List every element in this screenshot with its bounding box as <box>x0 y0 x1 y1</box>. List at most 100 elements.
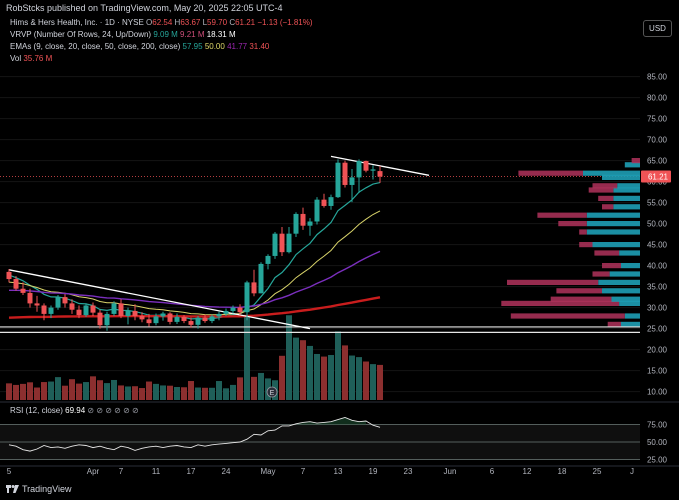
ema-legend[interactable]: EMAs (9, close, 20, close, 50, close, 20… <box>10 42 269 51</box>
rsi-label: RSI (12, close) <box>10 406 63 415</box>
time-tick-label: J <box>630 467 634 476</box>
price-tick-label: 20.00 <box>647 346 668 355</box>
candle-body <box>6 271 12 280</box>
rsi-value: 69.94 <box>65 406 86 415</box>
candle-body <box>174 316 180 322</box>
rsi-legend[interactable]: RSI (12, close) 69.94 ⊘ ⊘ ⊘ ⊘ ⊘ ⊘ <box>10 406 139 415</box>
price-tick-label: 50.00 <box>647 220 668 229</box>
volume-bar <box>279 355 285 400</box>
volume-bar <box>349 355 355 400</box>
volume-bar <box>258 372 264 400</box>
time-tick-label: 13 <box>334 467 343 476</box>
candle-body <box>328 197 334 206</box>
profile-up-bar <box>613 195 640 201</box>
currency-button[interactable]: USD <box>643 20 672 37</box>
publish-bar: RobStcks published on TradingView.com, M… <box>0 0 679 16</box>
volume-legend[interactable]: Vol 35.76 M <box>10 54 52 63</box>
time-tick-label: 6 <box>490 467 495 476</box>
candle-body <box>69 303 75 310</box>
candle-body <box>181 316 187 322</box>
time-tick-label: 17 <box>187 467 196 476</box>
volume-bar <box>76 383 82 400</box>
ema9-line <box>8 182 381 320</box>
volume-bar <box>209 387 215 400</box>
vrvp-label: VRVP (Number Of Rows, 24, Up/Down) <box>10 30 152 39</box>
profile-down-bar <box>537 212 587 218</box>
ema50-value: 41.77 <box>227 42 248 51</box>
volume-bar <box>314 353 320 400</box>
profile-up-bar <box>613 204 640 210</box>
volume-bar <box>13 384 19 400</box>
time-tick-label: 12 <box>523 467 532 476</box>
volume-bar <box>34 387 40 400</box>
profile-down-bar <box>510 313 625 319</box>
candle-body <box>83 305 89 316</box>
candle-body <box>90 305 96 313</box>
price-axis: 10.00 15.00 20.00 25.00 30.00 35.00 40.00 45.00… <box>641 73 671 397</box>
candle-body <box>62 297 68 304</box>
candle-body <box>202 317 208 322</box>
candle-body <box>349 177 355 185</box>
time-tick-label: Jun <box>444 467 457 476</box>
profile-down-bar <box>592 271 610 277</box>
footer: TradingView <box>0 479 679 500</box>
candle-body <box>370 169 376 171</box>
profile-down-bar <box>631 158 640 164</box>
candle-body <box>97 312 103 326</box>
candle-body <box>363 161 369 171</box>
volume-bar <box>244 316 250 400</box>
price-tick-label: 10.00 <box>647 388 668 397</box>
open-value: 62.54 <box>152 18 173 27</box>
volume-bar <box>202 387 208 400</box>
volume-bar <box>195 387 201 400</box>
time-tick-label: 19 <box>369 467 378 476</box>
volume-bar <box>90 376 96 400</box>
candle-body <box>104 313 110 326</box>
profile-up-bar <box>602 174 640 180</box>
time-tick-label: 23 <box>404 467 413 476</box>
vrvp-legend[interactable]: VRVP (Number Of Rows, 24, Up/Down) 9.09 … <box>10 30 236 39</box>
profile-down-bar <box>602 204 614 210</box>
candle-body <box>118 303 124 316</box>
volume-bar <box>223 388 229 400</box>
change-value: −1.13 (−1.81%) <box>257 18 313 27</box>
time-tick-label: May <box>260 467 275 476</box>
price-tick-label: 25.00 <box>647 325 668 334</box>
candle-body <box>13 279 19 289</box>
profile-up-bar <box>611 296 640 302</box>
candle-body <box>286 233 292 253</box>
earnings-marker: E <box>266 386 278 398</box>
rsi-tick-label: 50.00 <box>647 438 668 447</box>
volume-bar <box>83 382 89 400</box>
candle-body <box>307 221 313 226</box>
candle-body <box>153 316 159 324</box>
time-tick-label: 7 <box>119 467 124 476</box>
price-tick-label: 55.00 <box>647 199 668 208</box>
vrvp-down-value: 9.21 M <box>180 30 205 39</box>
vrvp-up-value: 9.09 M <box>153 30 178 39</box>
candle-body <box>258 263 264 294</box>
candle-body <box>20 288 26 293</box>
candle-body <box>209 316 215 322</box>
ema200-line <box>8 296 381 319</box>
volume-bar <box>125 386 131 400</box>
candle-body <box>244 282 250 313</box>
candle-body <box>48 307 54 314</box>
profile-down-bar <box>579 229 587 235</box>
candle-body <box>167 313 173 322</box>
last-price-tag <box>641 170 671 183</box>
high-label: H <box>174 18 181 27</box>
candle-body <box>321 199 327 206</box>
volume-bar <box>153 383 159 400</box>
candle-body <box>34 303 40 306</box>
price-chart[interactable]: 10.00 15.00 20.00 25.00 30.00 35.00 40.00 45.00… <box>0 0 679 479</box>
candle-body <box>279 233 285 253</box>
profile-up-bar <box>621 321 640 327</box>
time-tick-label: 11 <box>152 467 161 476</box>
profile-up-bar <box>598 279 640 285</box>
time-axis: 5 Apr 7 11 17 24 May 7 13 19 23 Jun 6 12 18 25 J <box>0 465 679 476</box>
profile-up-bar <box>609 271 640 277</box>
volume-bar <box>55 377 61 400</box>
volume-bar <box>118 385 124 400</box>
profile-down-bar <box>518 170 583 176</box>
